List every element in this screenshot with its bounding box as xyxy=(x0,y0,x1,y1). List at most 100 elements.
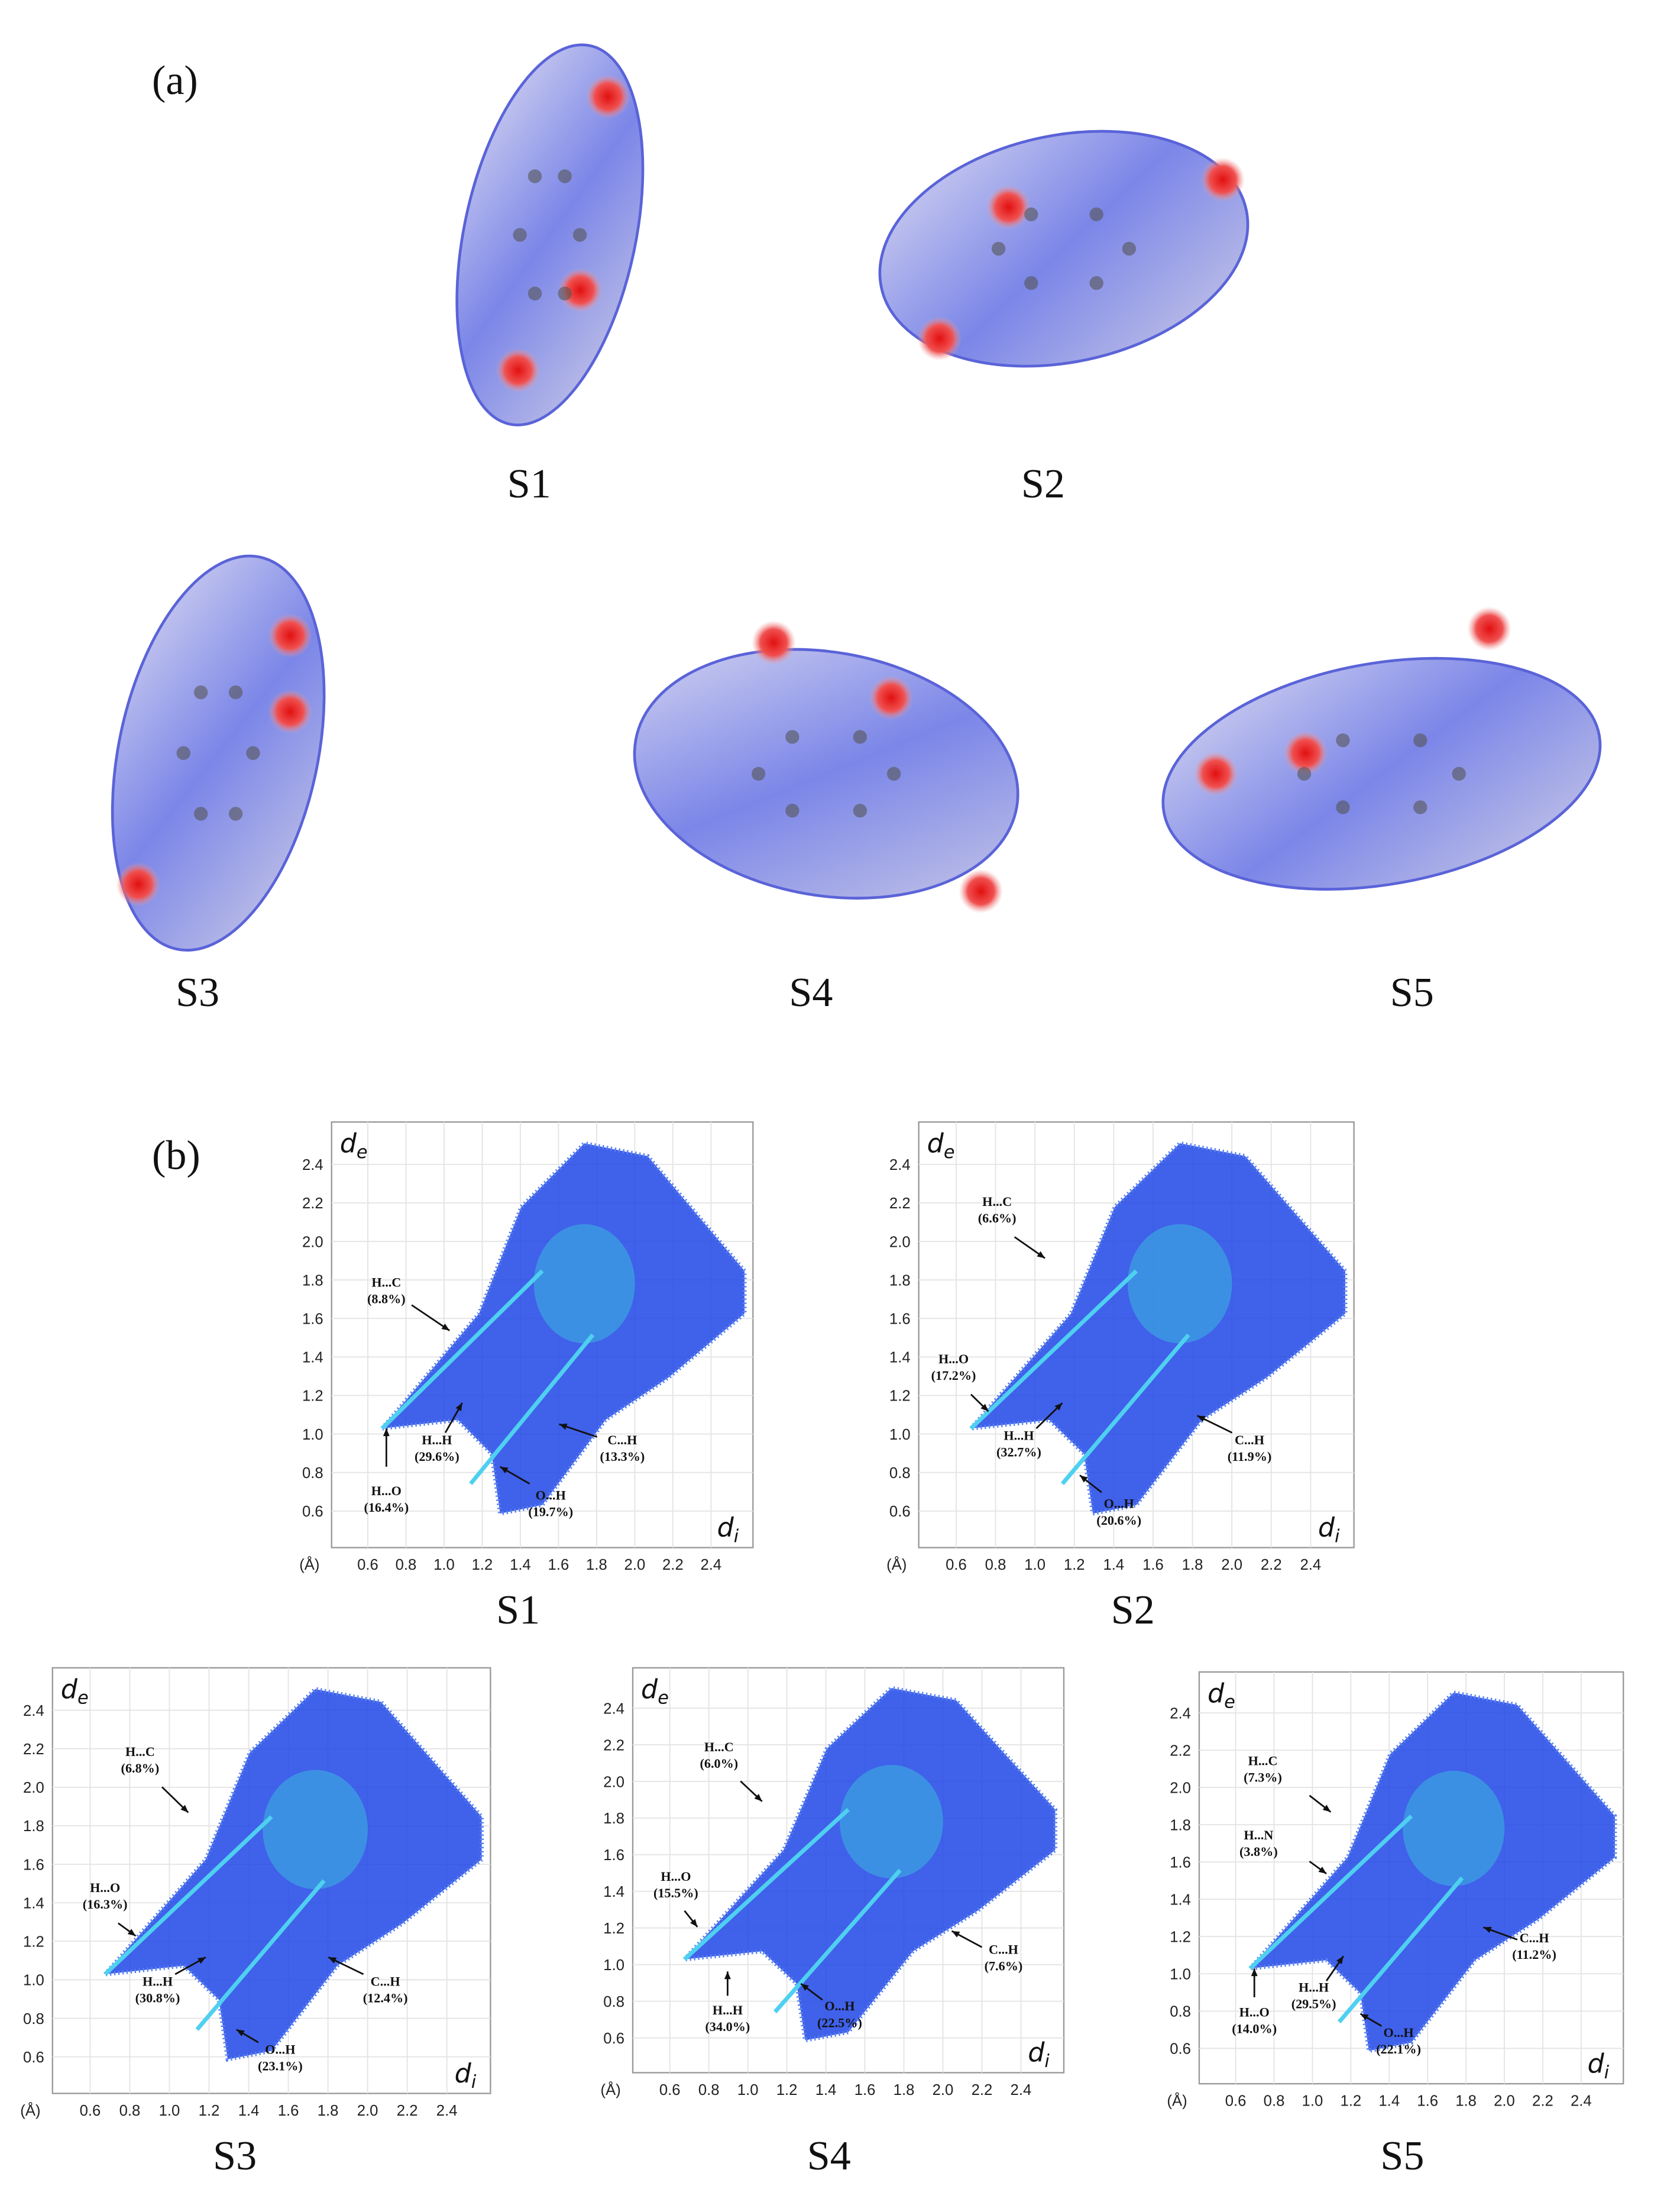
atom xyxy=(853,803,867,818)
x-tick-label: 0.6 xyxy=(357,1557,378,1573)
x-axis-subscript: i xyxy=(1604,2062,1610,2083)
x-tick-label: 2.4 xyxy=(1571,2093,1592,2109)
x-axis-label: di xyxy=(1028,2038,1050,2072)
y-tick-label: 2.0 xyxy=(23,1780,44,1796)
spike xyxy=(380,1269,544,1430)
atom xyxy=(572,228,587,242)
contact-spot xyxy=(1467,606,1511,651)
panel-label: (a) xyxy=(152,58,198,104)
plot-name: S2 xyxy=(1111,1587,1155,1633)
y-tick-label: 2.0 xyxy=(302,1234,323,1250)
annotation-label: H...O xyxy=(938,1351,969,1366)
annotation-label: O...H xyxy=(824,1999,854,2013)
annotation-percent: (8.8%) xyxy=(367,1292,406,1307)
y-tick-label: 1.6 xyxy=(1170,1855,1191,1871)
annotation-percent: (34.0%) xyxy=(705,2019,750,2034)
arrow-head xyxy=(383,1428,390,1437)
x-tick-label: 0.8 xyxy=(985,1557,1006,1573)
y-tick-label: 0.8 xyxy=(302,1465,323,1482)
scatter-core xyxy=(533,1224,635,1344)
structure-name: S5 xyxy=(1390,970,1434,1016)
annotation-label: C...H xyxy=(1520,1930,1549,1945)
atom xyxy=(527,169,542,183)
axis-unit: (Å) xyxy=(299,1556,319,1573)
arrow-head xyxy=(801,1983,809,1991)
y-axis-subscript: e xyxy=(1224,1692,1235,1713)
y-tick-label: 2.2 xyxy=(603,1737,624,1754)
annotation-label: H...H xyxy=(143,1974,173,1988)
y-tick-label: 1.8 xyxy=(603,1810,624,1827)
y-tick-label: 2.2 xyxy=(23,1741,44,1758)
atom xyxy=(751,767,766,781)
x-axis-subscript: i xyxy=(471,2072,477,2093)
y-tick-label: 1.6 xyxy=(603,1847,624,1864)
hirshfeld-surface xyxy=(878,130,1250,368)
contact-spot xyxy=(496,348,540,393)
x-axis-label: d xyxy=(1028,2038,1045,2068)
atom xyxy=(558,169,572,183)
annotation-label: O...H xyxy=(536,1487,566,1502)
contact-spot xyxy=(959,869,1004,914)
y-tick-label: 0.6 xyxy=(889,1503,911,1520)
annotation-percent: (19.7%) xyxy=(528,1504,573,1519)
fingerprint-plot: 0.6 0.8 1.0 1.2 1.4 1.6 1.8 2.0 2.2 2.4 0.6 0.8 1.0 1… xyxy=(1167,1671,1624,2179)
arrow-head xyxy=(980,1404,989,1412)
y-axis-label: d xyxy=(927,1128,944,1159)
arrow-head xyxy=(690,1919,698,1927)
contact-spot xyxy=(116,862,161,907)
panel-label: (b) xyxy=(152,1133,200,1178)
x-tick-label: 1.8 xyxy=(1455,2093,1477,2109)
x-tick-label: 2.2 xyxy=(1532,2093,1553,2109)
annotation-percent: (6.6%) xyxy=(978,1211,1017,1225)
scatter-core xyxy=(839,1765,943,1878)
y-tick-label: 1.2 xyxy=(889,1388,911,1405)
annotation-label: H...C xyxy=(982,1194,1012,1209)
x-tick-label: 2.2 xyxy=(1261,1557,1282,1573)
fingerprint-plot: 0.6 0.8 1.0 1.2 1.4 1.6 1.8 2.0 2.2 2.4 0.6 0.8 1.0 1… xyxy=(886,1121,1355,1633)
y-tick-label: 1.0 xyxy=(23,1972,44,1989)
x-axis-label: d xyxy=(1587,2049,1604,2079)
atom xyxy=(886,767,901,781)
x-tick-label: 2.2 xyxy=(972,2082,993,2098)
structure-name: S4 xyxy=(789,970,833,1016)
y-tick-label: 1.8 xyxy=(889,1272,911,1289)
y-axis-subscript: e xyxy=(658,1688,669,1709)
annotation-percent: (7.6%) xyxy=(985,1958,1023,1973)
contact-spot xyxy=(986,185,1031,229)
plot-name: S5 xyxy=(1380,2133,1424,2179)
y-axis-label: de xyxy=(61,1674,89,1708)
annotation-label: C...H xyxy=(607,1432,637,1447)
atom xyxy=(785,803,799,818)
annotation-percent: (6.0%) xyxy=(700,1756,738,1771)
spike xyxy=(969,1269,1138,1430)
y-tick-label: 1.6 xyxy=(302,1311,323,1328)
spike xyxy=(195,1879,326,2031)
spike xyxy=(773,1868,902,2014)
plot-name: S1 xyxy=(496,1587,540,1633)
annotation-label: H...H xyxy=(422,1432,452,1447)
y-tick-label: 1.4 xyxy=(302,1350,323,1366)
atom xyxy=(176,746,190,760)
x-tick-label: 2.4 xyxy=(436,2103,458,2119)
atom xyxy=(853,730,867,744)
y-tick-label: 1.2 xyxy=(302,1388,323,1405)
x-tick-label: 2.2 xyxy=(397,2103,418,2119)
y-axis-label: d xyxy=(1208,1679,1225,1709)
atom xyxy=(1297,767,1312,781)
y-tick-label: 1.8 xyxy=(1170,1818,1191,1834)
y-tick-label: 1.4 xyxy=(603,1884,624,1900)
y-tick-label: 1.0 xyxy=(1170,1967,1191,1983)
hirshfeld-surface xyxy=(111,554,326,952)
arrow-head xyxy=(1322,1805,1331,1812)
contact-spot xyxy=(917,316,962,361)
y-axis-label: de xyxy=(340,1128,368,1162)
x-axis-label: di xyxy=(717,1513,739,1547)
annotation-label: C...H xyxy=(989,1942,1018,1957)
contact-spot xyxy=(1200,157,1245,202)
x-tick-label: 2.4 xyxy=(1011,2082,1032,2098)
arrow-head xyxy=(754,1793,762,1802)
x-axis-label: d xyxy=(717,1513,734,1543)
atom xyxy=(1413,733,1427,748)
